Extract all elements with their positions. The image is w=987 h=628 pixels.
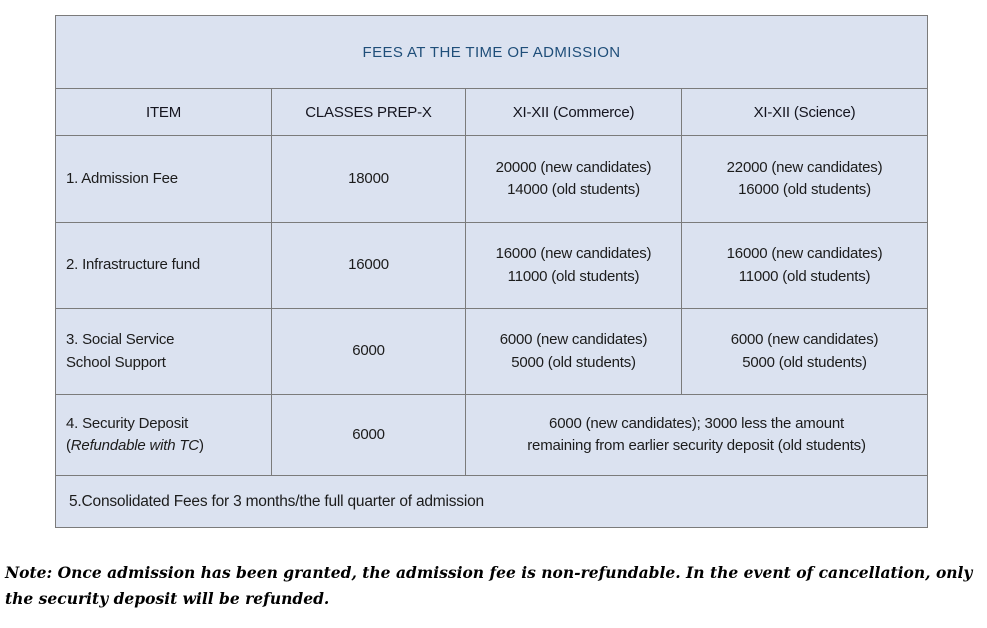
- fee-line-old: 11000 (old students): [738, 267, 871, 285]
- fee-line-old: 5000 (old students): [511, 353, 636, 371]
- merged-line1: 6000 (new candidates); 3000 less the amo…: [549, 414, 844, 432]
- item-label-italic: Refundable with TC: [70, 437, 199, 454]
- science-fee: 16000 (new candidates) 11000 (old studen…: [680, 222, 929, 309]
- fee-line-old: 11000 (old students): [507, 267, 640, 285]
- note-line1: Note: Once admission has been granted, t…: [5, 563, 973, 582]
- prep-x-fee: 6000: [271, 308, 466, 395]
- item-label: 1. Admission Fee: [66, 169, 178, 187]
- fee-line-old: 16000 (old students): [738, 181, 871, 198]
- item-cell: 1. Admission Fee: [55, 135, 272, 223]
- fee-line-old: 14000 (old students): [507, 181, 640, 198]
- fee-line-new: 6000 (new candidates): [730, 331, 879, 348]
- fee-line-old: 5000 (old students): [742, 353, 867, 371]
- paren-close: ): [198, 437, 204, 454]
- paren-open: (: [66, 437, 71, 454]
- item-label-line1: 3. Social Service: [66, 331, 175, 348]
- table-row-infrastructure-fund: 2. Infrastructure fund 16000 16000 (new …: [55, 222, 929, 309]
- item-label: 2. Infrastructure fund: [66, 256, 201, 274]
- fee-line-new: 16000 (new candidates): [495, 245, 652, 262]
- item-label-line1: 4. Security Deposit: [66, 414, 189, 432]
- prep-x-fee: 18000: [271, 135, 466, 223]
- table-header-row: ITEM CLASSES PREP-X XI-XII (Commerce) XI…: [55, 88, 929, 136]
- security-deposit-merged-cell: 6000 (new candidates); 3000 less the amo…: [464, 394, 929, 476]
- table-title-row: FEES AT THE TIME OF ADMISSION: [54, 15, 929, 89]
- fee-line-new: 20000 (new candidates): [495, 158, 652, 176]
- fees-table: FEES AT THE TIME OF ADMISSION ITEM CLASS…: [54, 15, 929, 528]
- item-label-line2: School Support: [66, 353, 166, 371]
- science-fee: 22000 (new candidates) 16000 (old studen…: [680, 135, 929, 223]
- column-header-item: ITEM: [55, 88, 272, 136]
- column-header-science: XI-XII (Science): [680, 88, 929, 136]
- merged-line2: remaining from earlier security deposit …: [527, 437, 866, 454]
- commerce-fee: 6000 (new candidates) 5000 (old students…: [465, 308, 682, 395]
- fee-line-new: 6000 (new candidates): [499, 331, 648, 348]
- table-row-social-service: 3. Social Service School Support 6000 60…: [55, 308, 929, 395]
- note-text: Note: Once admission has been granted, t…: [5, 560, 985, 611]
- commerce-fee: 16000 (new candidates) 11000 (old studen…: [465, 222, 682, 309]
- table-row-security-deposit: 4. Security Deposit (Refundable with TC)…: [55, 394, 929, 476]
- note-line2: the security deposit will be refunded.: [5, 588, 330, 608]
- table-row-consolidated-fees: 5.Consolidated Fees for 3 months/the ful…: [54, 475, 929, 528]
- item-cell: 3. Social Service School Support: [55, 308, 272, 395]
- table-title: FEES AT THE TIME OF ADMISSION: [54, 15, 929, 89]
- item-cell: 4. Security Deposit (Refundable with TC): [55, 394, 272, 476]
- prep-x-fee: 6000: [271, 394, 466, 476]
- column-header-prep-x: CLASSES PREP-X: [271, 88, 466, 136]
- consolidated-fees-cell: 5.Consolidated Fees for 3 months/the ful…: [54, 475, 929, 528]
- science-fee: 6000 (new candidates) 5000 (old students…: [680, 308, 929, 395]
- item-label-line2: (Refundable with TC): [66, 435, 261, 458]
- column-header-commerce: XI-XII (Commerce): [465, 88, 682, 136]
- fee-line-new: 22000 (new candidates): [726, 158, 883, 176]
- prep-x-fee: 16000: [271, 222, 466, 309]
- item-cell: 2. Infrastructure fund: [55, 222, 272, 309]
- table-row-admission-fee: 1. Admission Fee 18000 20000 (new candid…: [55, 135, 929, 223]
- fee-line-new: 16000 (new candidates): [726, 245, 883, 262]
- commerce-fee: 20000 (new candidates) 14000 (old studen…: [465, 135, 682, 223]
